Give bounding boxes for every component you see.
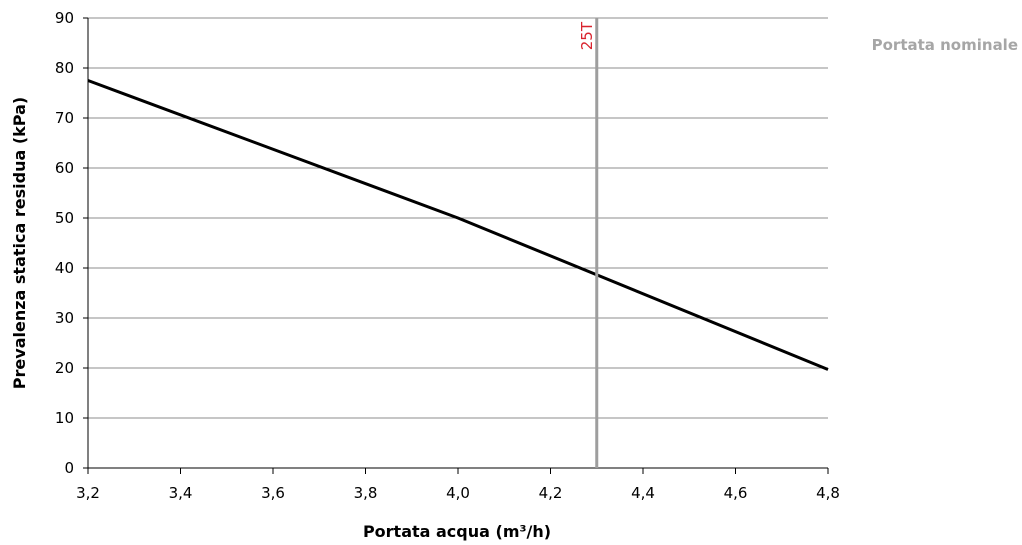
- x-tick-label: 4,4: [631, 484, 655, 502]
- x-tick-label: 4,8: [816, 484, 840, 502]
- x-tick-label: 4,0: [446, 484, 470, 502]
- y-tick-label: 50: [55, 209, 74, 227]
- y-tick-label: 30: [55, 309, 74, 327]
- series-layer: [87, 79, 829, 371]
- x-tick-label: 3,8: [354, 484, 378, 502]
- gridlines: [87, 17, 828, 469]
- series-line: [87, 79, 829, 371]
- x-axis-ticks: 3,2 3,4 3,6 3,8 4,0 4,2 4,4 4,6 4,8: [76, 468, 840, 502]
- y-tick-label: 40: [55, 259, 74, 277]
- x-tick-label: 3,2: [76, 484, 100, 502]
- y-tick-label: 70: [55, 109, 74, 127]
- x-tick-label: 4,2: [539, 484, 563, 502]
- y-tick-label: 10: [55, 409, 74, 427]
- y-tick-label: 80: [55, 59, 74, 77]
- y-tick-label: 90: [55, 9, 74, 27]
- x-tick-label: 3,6: [261, 484, 285, 502]
- x-tick-label: 3,4: [169, 484, 193, 502]
- legend-label-portata-nominale: Portata nominale: [872, 36, 1018, 54]
- y-axis-ticks: 0 10 20 30 40 50 60 70 80 90: [55, 9, 88, 477]
- y-tick-label: 20: [55, 359, 74, 377]
- marker-label-25t: 25T: [578, 21, 596, 50]
- y-tick-label: 0: [64, 459, 74, 477]
- x-tick-label: 4,6: [724, 484, 748, 502]
- y-axis-title: Prevalenza statica residua (kPa): [10, 97, 29, 389]
- x-axis-title: Portata acqua (m³/h): [363, 522, 551, 541]
- marker-layer: 25T: [578, 18, 599, 468]
- y-tick-label: 60: [55, 159, 74, 177]
